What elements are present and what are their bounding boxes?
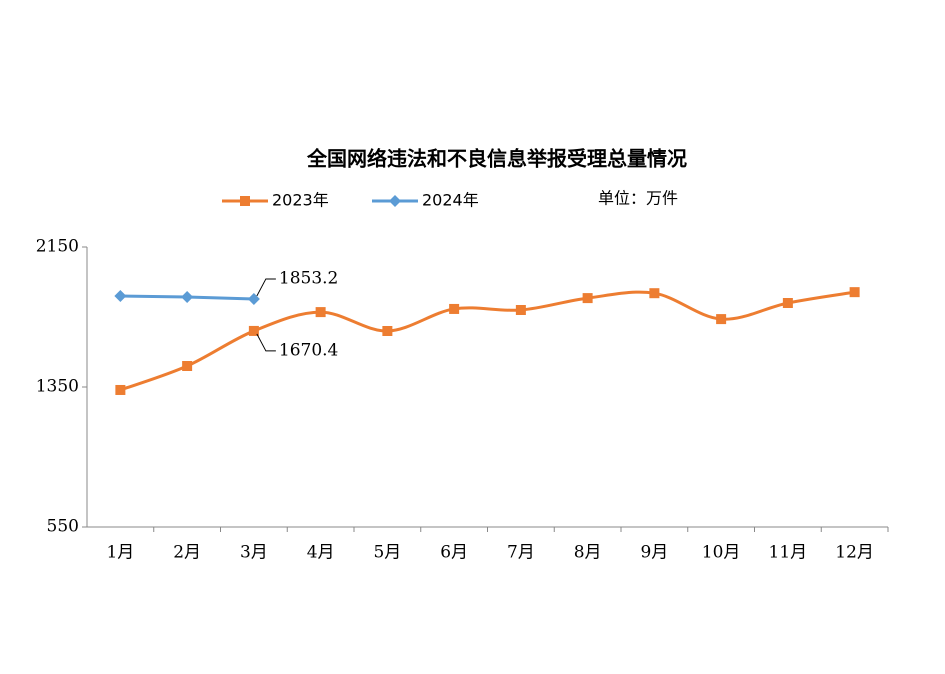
marker: [582, 293, 593, 304]
label-leader: [256, 278, 276, 297]
x-tick-label: 12月: [835, 543, 874, 563]
data-label: 1853.2: [279, 268, 338, 288]
label-leader: [256, 333, 276, 352]
x-tick-label: 6月: [440, 543, 468, 563]
x-tick-label: 10月: [702, 543, 741, 563]
marker: [248, 325, 259, 336]
marker: [782, 298, 793, 308]
unit-label: 单位：万件: [598, 189, 678, 208]
x-tick-label: 5月: [373, 543, 401, 563]
marker: [315, 307, 326, 318]
marker: [389, 195, 401, 207]
data-label: 1670.4: [279, 340, 338, 360]
marker: [240, 196, 250, 206]
y-tick-label: 550: [47, 517, 79, 537]
x-tick-label: 9月: [640, 543, 668, 563]
marker: [382, 326, 393, 336]
marker: [849, 287, 860, 298]
marker: [449, 303, 460, 314]
x-tick-label: 7月: [507, 543, 535, 563]
x-tick-label: 3月: [240, 543, 268, 563]
x-tick-label: 1月: [106, 543, 134, 563]
marker: [515, 305, 526, 315]
y-tick-label: 1350: [36, 377, 79, 397]
x-tick-label: 8月: [574, 543, 602, 563]
y-tick-label: 2150: [36, 237, 79, 257]
x-tick-label: 2月: [173, 543, 201, 563]
series-line: [119, 290, 855, 392]
marker: [649, 288, 660, 299]
marker: [181, 291, 194, 304]
chart-title: 全国网络违法和不良信息举报受理总量情况: [306, 147, 687, 171]
x-tick-label: 11月: [769, 543, 808, 563]
legend-label: 2023年: [272, 191, 329, 210]
legend-label: 2024年: [422, 191, 479, 210]
marker: [182, 361, 193, 371]
x-tick-label: 4月: [307, 543, 335, 563]
marker: [114, 290, 127, 302]
marker: [716, 314, 727, 325]
marker: [115, 384, 126, 395]
